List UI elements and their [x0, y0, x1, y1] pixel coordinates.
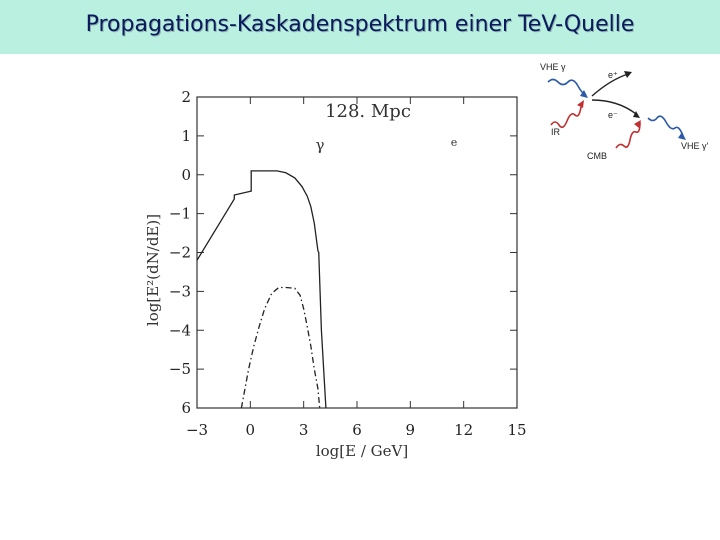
y-tick-label: 1	[181, 127, 191, 145]
y-tick-label: 6	[181, 399, 191, 417]
y-tick-label: 2	[181, 88, 191, 106]
ir-photon-arrow-icon	[577, 100, 584, 108]
legend-electron-label: e	[451, 136, 458, 149]
outgoing-photon-wave	[647, 115, 684, 137]
x-tick-label: 6	[352, 421, 362, 439]
legend-gamma-label: γ	[316, 136, 325, 154]
cascade-diagram: VHE γ e⁺ IR e⁻ CMB VHE γ'	[540, 62, 709, 161]
y-tick-label: −4	[169, 321, 191, 339]
cmb-photon-arrow-icon	[634, 120, 641, 128]
electron-arrow-icon	[633, 111, 640, 118]
x-axis-label: log[E / GeV]	[316, 442, 408, 460]
series-line-solid	[196, 170, 327, 409]
x-tick-label: 3	[299, 421, 309, 439]
slide-title: Propagations-Kaskadenspektrum einer TeV-…	[85, 12, 635, 37]
y-tick-label: −1	[169, 205, 191, 223]
positron-track	[591, 73, 629, 97]
y-tick-label: −5	[169, 360, 191, 378]
diagram-label-vhe-out: VHE γ'	[681, 141, 709, 151]
y-axis-label: log[E²(dN/dE)]	[144, 214, 162, 326]
y-tick-label: −3	[169, 282, 191, 300]
x-tick-label: −3	[186, 421, 208, 439]
y-tick-label: −2	[169, 244, 191, 262]
plot-frame	[196, 96, 518, 409]
diagram-label-ir: IR	[551, 127, 561, 137]
positron-arrow-icon	[624, 71, 632, 78]
series-line-dashdot	[240, 286, 321, 409]
diagram-label-vhe-in: VHE γ	[540, 62, 566, 72]
incoming-photon-wave	[547, 78, 587, 95]
outgoing-photon-arrow-icon	[678, 132, 686, 140]
chart-title: 128. Mpc	[325, 101, 411, 122]
title-bar	[0, 0, 720, 54]
x-tick-label: 15	[507, 421, 526, 439]
cmb-photon-wave	[615, 121, 641, 149]
ir-photon-wave	[550, 106, 582, 129]
x-tick-label: 12	[454, 421, 473, 439]
diagram-label-electron: e⁻	[608, 110, 618, 120]
x-tick-label: 9	[406, 421, 416, 439]
diagram-label-cmb: CMB	[587, 151, 607, 161]
x-tick-label: 0	[246, 421, 256, 439]
electron-track	[591, 99, 637, 115]
diagram-label-positron: e⁺	[608, 70, 618, 80]
incoming-photon-arrow-icon	[580, 90, 588, 98]
y-tick-label: 0	[181, 166, 191, 184]
